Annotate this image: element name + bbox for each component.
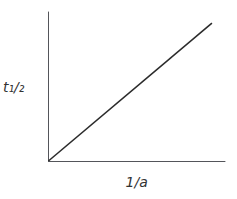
svg-text:1/a: 1/a [126,174,148,190]
svg-text:t₁/₂: t₁/₂ [3,79,25,95]
